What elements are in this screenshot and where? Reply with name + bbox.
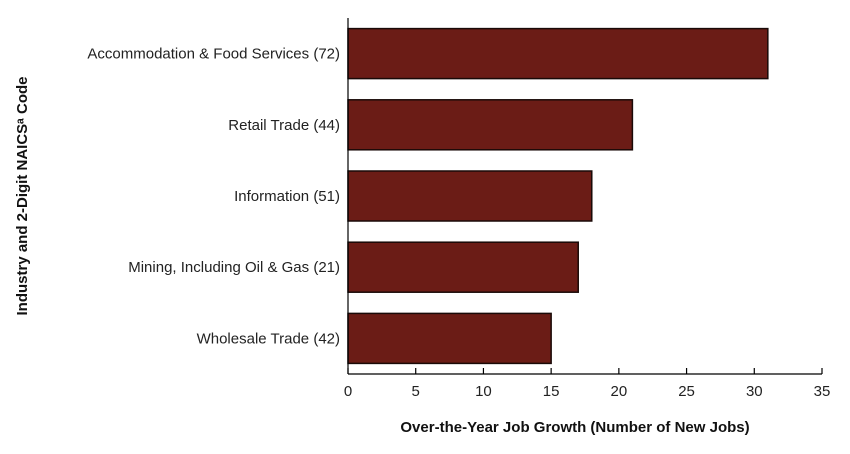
x-tick-label: 15 — [543, 383, 560, 400]
category-label: Accommodation & Food Services (72) — [87, 46, 340, 63]
x-tick-label: 0 — [344, 383, 352, 400]
x-axis-title: Over-the-Year Job Growth (Number of New … — [400, 419, 749, 436]
category-label: Information (51) — [234, 188, 340, 205]
bar — [347, 241, 579, 293]
bar — [347, 27, 769, 80]
category-label: Wholesale Trade (42) — [197, 330, 340, 347]
bar — [347, 99, 634, 151]
category-label: Retail Trade (44) — [228, 117, 340, 134]
x-tick-label: 30 — [746, 383, 763, 400]
y-axis-title: Industry and 2-Digit NAICSᵃ Code — [14, 76, 31, 315]
bar — [347, 312, 552, 365]
x-tick-label: 25 — [678, 383, 695, 400]
bar — [347, 170, 593, 222]
x-axis-ticks: 0 5 10 15 20 25 30 35 — [344, 368, 831, 400]
x-tick-label: 20 — [611, 383, 628, 400]
x-tick-label: 35 — [814, 383, 831, 400]
category-labels: Accommodation & Food Services (72) Retail… — [87, 46, 340, 348]
bars-group — [347, 27, 769, 365]
category-label: Mining, Including Oil & Gas (21) — [128, 259, 340, 276]
x-tick-label: 5 — [412, 383, 420, 400]
x-tick-label: 10 — [475, 383, 492, 400]
